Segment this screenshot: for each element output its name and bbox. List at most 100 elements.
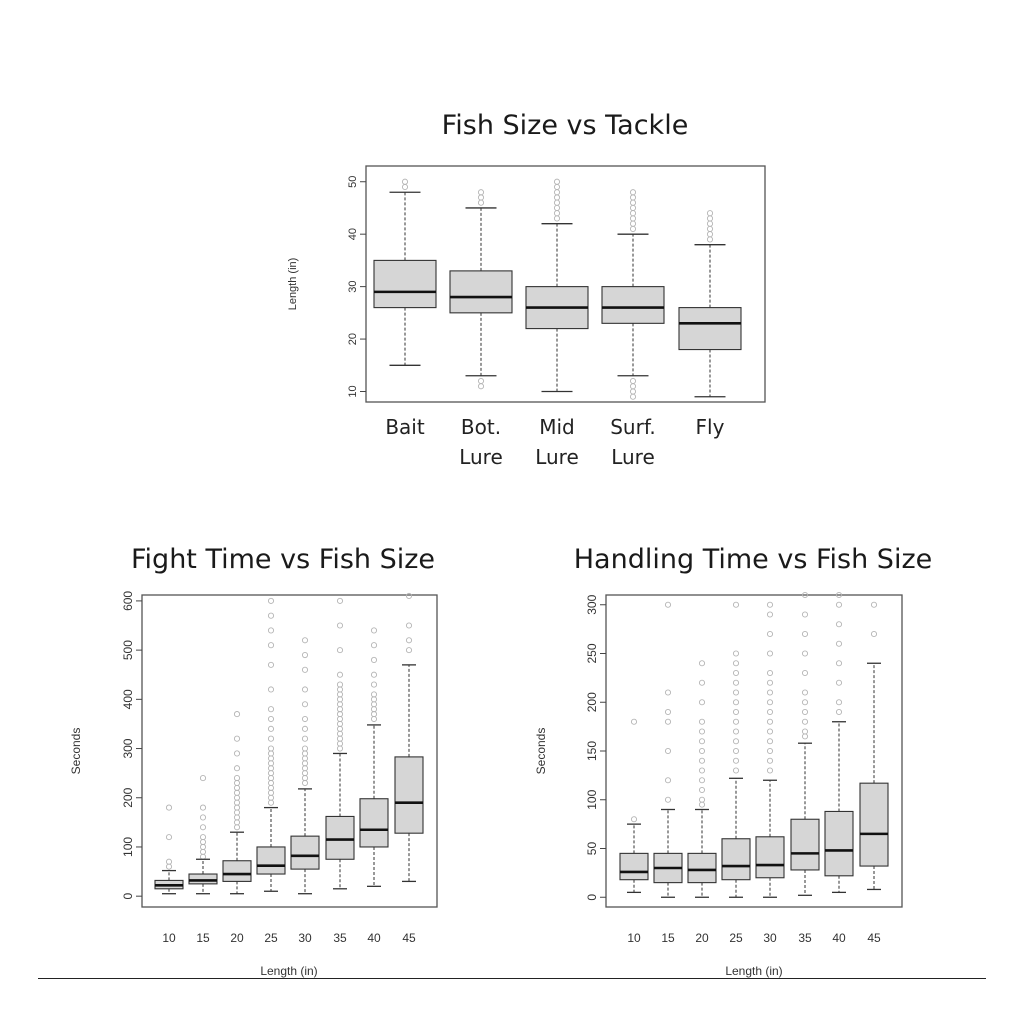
y-tick-label: 300 [585, 594, 599, 614]
x-category-label: 15 [661, 931, 675, 945]
plot-frame [605, 594, 903, 908]
outlier-point [766, 601, 774, 608]
outlier-point [801, 650, 809, 657]
outlier-point [336, 622, 344, 629]
outlier-point [165, 858, 173, 865]
outlier-point [301, 666, 309, 673]
outlier-point [732, 660, 740, 667]
x-category-label: 45 [867, 931, 881, 945]
outlier-point [698, 699, 706, 706]
outlier-point [870, 630, 878, 638]
outlier-point [766, 738, 774, 745]
outlier-point [630, 816, 638, 823]
y-axis-label: Length (in) [287, 258, 299, 311]
outlier-point [801, 718, 809, 725]
box-iqr [687, 852, 717, 884]
outlier-point [267, 706, 275, 713]
x-category-label: 40 [832, 931, 846, 945]
outlier-point [732, 669, 740, 677]
chart-title-fight-time: Fight Time vs Fish Size [130, 544, 436, 575]
x-category-label: Mid Lure [535, 415, 579, 469]
outlier-point [801, 708, 809, 716]
outlier-point [477, 377, 485, 385]
outlier-point [267, 597, 275, 604]
y-tick-label: 500 [121, 640, 135, 660]
outlier-point [664, 601, 672, 608]
outlier-point [698, 777, 706, 784]
y-tick-label: 30 [347, 280, 359, 292]
outlier-point [301, 651, 309, 659]
outlier-point [267, 725, 275, 732]
outlier-point [301, 701, 309, 708]
outlier-point [630, 718, 638, 725]
outlier-point [766, 611, 774, 618]
outlier-point [870, 601, 878, 608]
plot-frame [365, 165, 766, 403]
box-iqr [619, 852, 649, 881]
outlier-point [370, 691, 378, 698]
outlier-point [835, 601, 843, 608]
outlier-point [165, 834, 173, 841]
y-tick-label: 600 [121, 591, 135, 611]
outlier-point [405, 592, 413, 600]
outlier-point [698, 728, 706, 735]
outlier-point [267, 735, 275, 742]
x-category-label: 10 [627, 931, 641, 945]
outlier-point [267, 686, 275, 693]
x-category-label: Bot. Lure [459, 415, 503, 469]
x-category-label: 15 [196, 931, 210, 945]
outlier-point [801, 689, 809, 696]
outlier-point [370, 656, 378, 664]
outlier-point [732, 689, 740, 696]
outlier-point [301, 735, 309, 742]
outlier-point [732, 738, 740, 745]
y-tick-label: 300 [121, 738, 135, 758]
chart-title-handling-time: Handling Time vs Fish Size [573, 544, 933, 575]
y-tick-label: 0 [585, 894, 599, 901]
outlier-point [835, 591, 843, 599]
outlier-point [766, 747, 774, 755]
outlier-point [698, 801, 706, 808]
outlier-point [698, 757, 706, 764]
y-tick-label: 50 [585, 842, 599, 856]
outlier-point [698, 660, 706, 667]
outlier-point [766, 679, 774, 686]
chart-title-tackle: Fish Size vs Tackle [441, 110, 689, 141]
outlier-point [801, 591, 809, 599]
outlier-point [199, 814, 207, 821]
outlier-point [732, 650, 740, 657]
outlier-point [199, 775, 207, 782]
outlier-point [401, 178, 409, 185]
outlier-point [267, 612, 275, 619]
box-iqr [373, 259, 437, 309]
x-category-label: 30 [763, 931, 777, 945]
y-axis-label: Seconds [69, 728, 83, 775]
box-iqr [290, 835, 320, 870]
outlier-point [835, 660, 843, 667]
x-category-label: 25 [729, 931, 743, 945]
outlier-point [336, 597, 344, 604]
box-iqr [790, 818, 820, 871]
outlier-point [267, 745, 275, 752]
outlier-point [766, 757, 774, 764]
outlier-point [664, 708, 672, 716]
outlier-point [267, 627, 275, 634]
outlier-point [301, 715, 309, 723]
y-tick-label: 250 [585, 643, 599, 663]
x-category-label: 40 [367, 931, 381, 945]
outlier-point [336, 671, 344, 678]
outlier-point [766, 669, 774, 677]
box-iqr [859, 782, 889, 867]
outlier-point [405, 622, 413, 629]
outlier-point [698, 747, 706, 755]
outlier-point [267, 642, 275, 649]
outlier-point [801, 733, 809, 740]
y-tick-label: 20 [347, 333, 359, 345]
box-iqr [721, 838, 751, 881]
outlier-point [698, 718, 706, 725]
box-iqr [359, 798, 389, 848]
outlier-point [629, 189, 637, 196]
outlier-point [766, 708, 774, 716]
